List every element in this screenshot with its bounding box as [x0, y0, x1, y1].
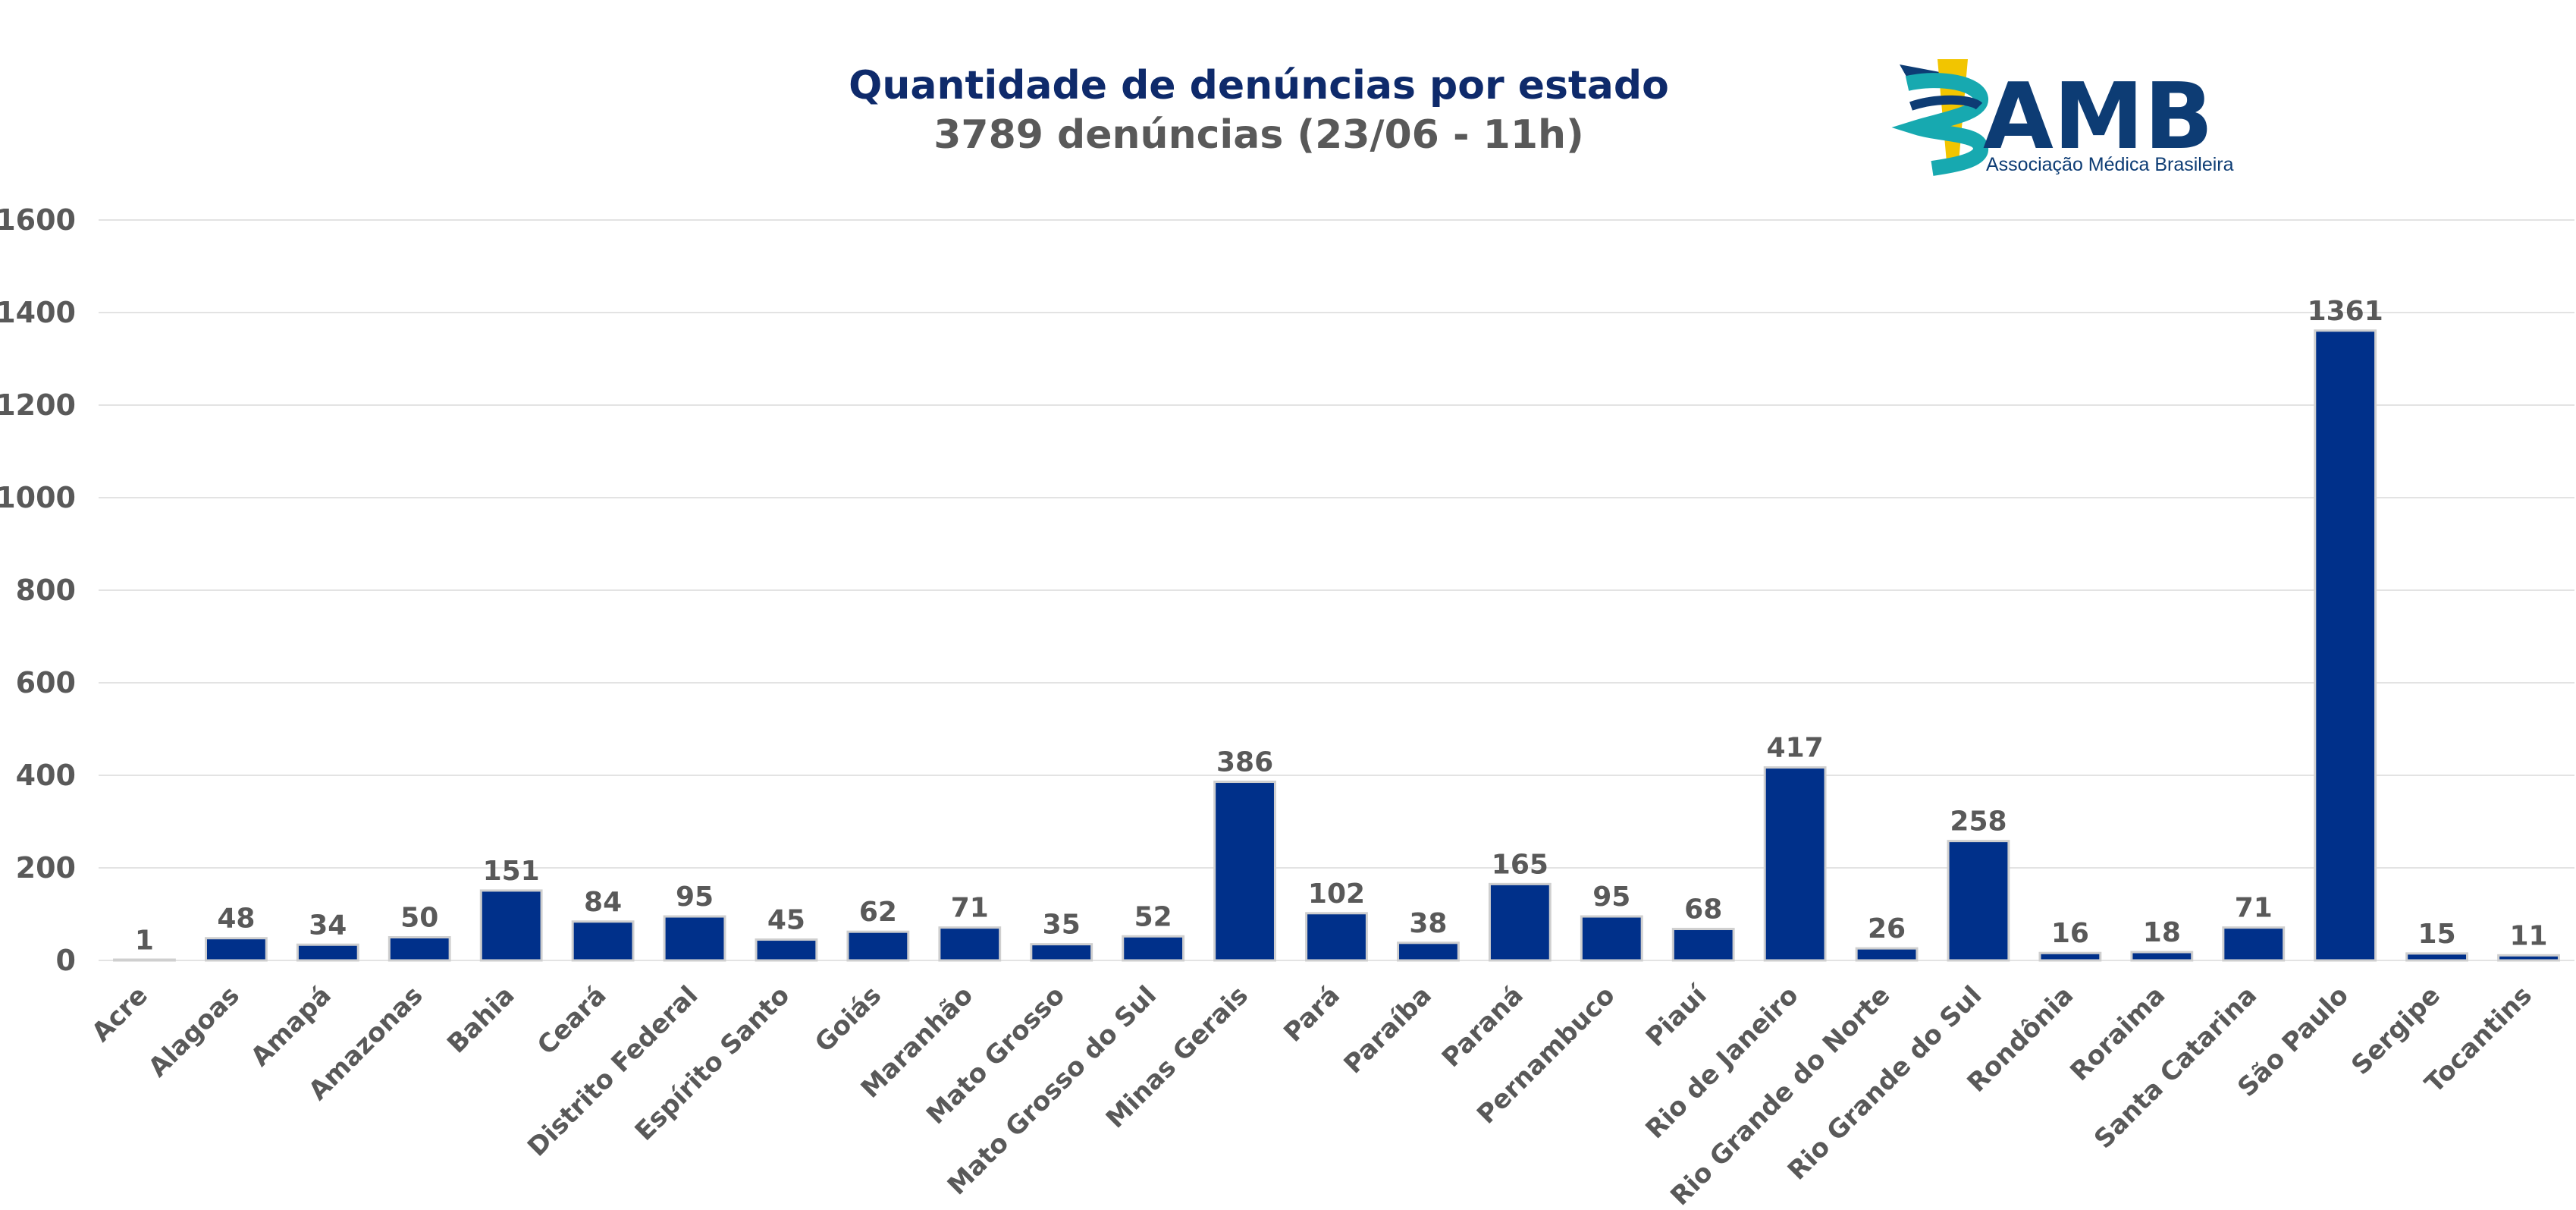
y-tick-label: 800 — [16, 574, 76, 607]
data-label: 45 — [767, 905, 805, 936]
bar — [2405, 952, 2469, 962]
bar — [2038, 951, 2102, 962]
bar — [1488, 882, 1552, 962]
bar — [204, 937, 268, 962]
y-tick-label: 1600 — [0, 203, 76, 237]
bar — [296, 943, 359, 962]
gridlines — [99, 219, 2574, 961]
data-label: 165 — [1492, 849, 1548, 880]
y-tick-label: 1200 — [0, 388, 76, 422]
data-label: 18 — [2143, 917, 2181, 948]
x-tick-label: Amapá — [245, 980, 337, 1073]
x-tick-label: Paraíba — [1338, 980, 1438, 1080]
data-label: 15 — [2418, 919, 2456, 950]
bar — [571, 920, 635, 962]
data-label: 52 — [1134, 901, 1172, 932]
x-tick-label: Espírito Santo — [629, 980, 796, 1147]
x-tick-label: Paraná — [1436, 980, 1530, 1073]
bar — [938, 926, 1002, 962]
x-tick-label: Alagoas — [143, 980, 246, 1083]
bars — [113, 329, 2560, 962]
data-label: 84 — [584, 887, 622, 918]
x-tick-label: Distrito Federal — [522, 980, 704, 1162]
x-tick-label: Ceará — [532, 980, 613, 1061]
amb-logo: AMB Associação Médica Brasileira — [1891, 59, 2234, 176]
data-label: 50 — [400, 903, 438, 934]
data-label: 95 — [1592, 882, 1630, 913]
data-label: 68 — [1684, 894, 1722, 926]
data-label: 11 — [2509, 920, 2547, 951]
logo-text: AMB — [1983, 64, 2214, 170]
bar — [2222, 926, 2286, 962]
data-label: 151 — [483, 856, 540, 887]
y-tick-label: 1000 — [0, 481, 76, 514]
bar — [2497, 954, 2560, 962]
y-tick-label: 200 — [16, 851, 76, 885]
data-label: 16 — [2051, 918, 2089, 949]
bar — [1947, 840, 2010, 962]
data-label: 62 — [859, 897, 897, 928]
x-tick-label: Pará — [1278, 980, 1346, 1048]
y-tick-label: 0 — [56, 944, 76, 977]
bar — [1855, 947, 1919, 962]
data-label: 26 — [1868, 913, 1906, 944]
data-label: 1 — [135, 925, 154, 956]
bar — [1671, 928, 1735, 962]
bar — [1580, 915, 1643, 962]
bar — [846, 930, 910, 962]
chart-title: Quantidade de denúncias por estado — [849, 63, 1669, 108]
data-label: 35 — [1043, 910, 1081, 941]
y-tick-label: 600 — [16, 666, 76, 699]
data-label: 258 — [1950, 806, 2007, 838]
data-label: 1361 — [2308, 296, 2383, 327]
data-label: 417 — [1767, 733, 1824, 764]
bar — [1763, 766, 1827, 962]
x-tick-label: Acre — [86, 980, 154, 1048]
data-label: 34 — [309, 910, 347, 941]
y-tick-label: 400 — [16, 759, 76, 792]
bar — [2314, 329, 2377, 962]
x-tick-label: Rio de Janeiro — [1639, 980, 1804, 1145]
data-label: 95 — [676, 882, 714, 913]
x-tick-label: Santa Catarina — [2088, 980, 2263, 1155]
bar — [1305, 912, 1368, 962]
y-axis-ticks: 0 200 400 600 800 1000 1200 1400 1600 — [0, 203, 76, 977]
y-tick-label: 1400 — [0, 296, 76, 329]
bar — [1213, 781, 1276, 962]
caduceus-ribbon-icon — [1891, 59, 1988, 176]
data-labels: 1 48 34 50 151 84 95 45 62 71 35 52 386 102 38 165 95 68 4… — [135, 296, 2548, 957]
data-label: 386 — [1216, 747, 1273, 778]
bar — [1030, 943, 1093, 962]
x-tick-label: Piauí — [1640, 979, 1714, 1052]
bar — [2130, 951, 2194, 962]
logo-tagline: Associação Médica Brasileira — [1986, 154, 2234, 175]
data-label: 38 — [1409, 908, 1447, 939]
bar — [755, 938, 818, 962]
data-label: 71 — [951, 893, 989, 924]
bar — [387, 936, 451, 962]
x-tick-label: Goiás — [809, 980, 887, 1058]
data-label: 102 — [1308, 878, 1365, 910]
bar — [1122, 935, 1185, 962]
x-tick-label: Bahia — [441, 980, 520, 1059]
data-label: 48 — [217, 904, 255, 935]
data-label: 71 — [2235, 893, 2273, 924]
bar — [479, 889, 543, 962]
bar — [1397, 941, 1460, 962]
bar — [663, 915, 726, 962]
chart-subtitle: 3789 denúncias (23/06 - 11h) — [933, 112, 1584, 158]
